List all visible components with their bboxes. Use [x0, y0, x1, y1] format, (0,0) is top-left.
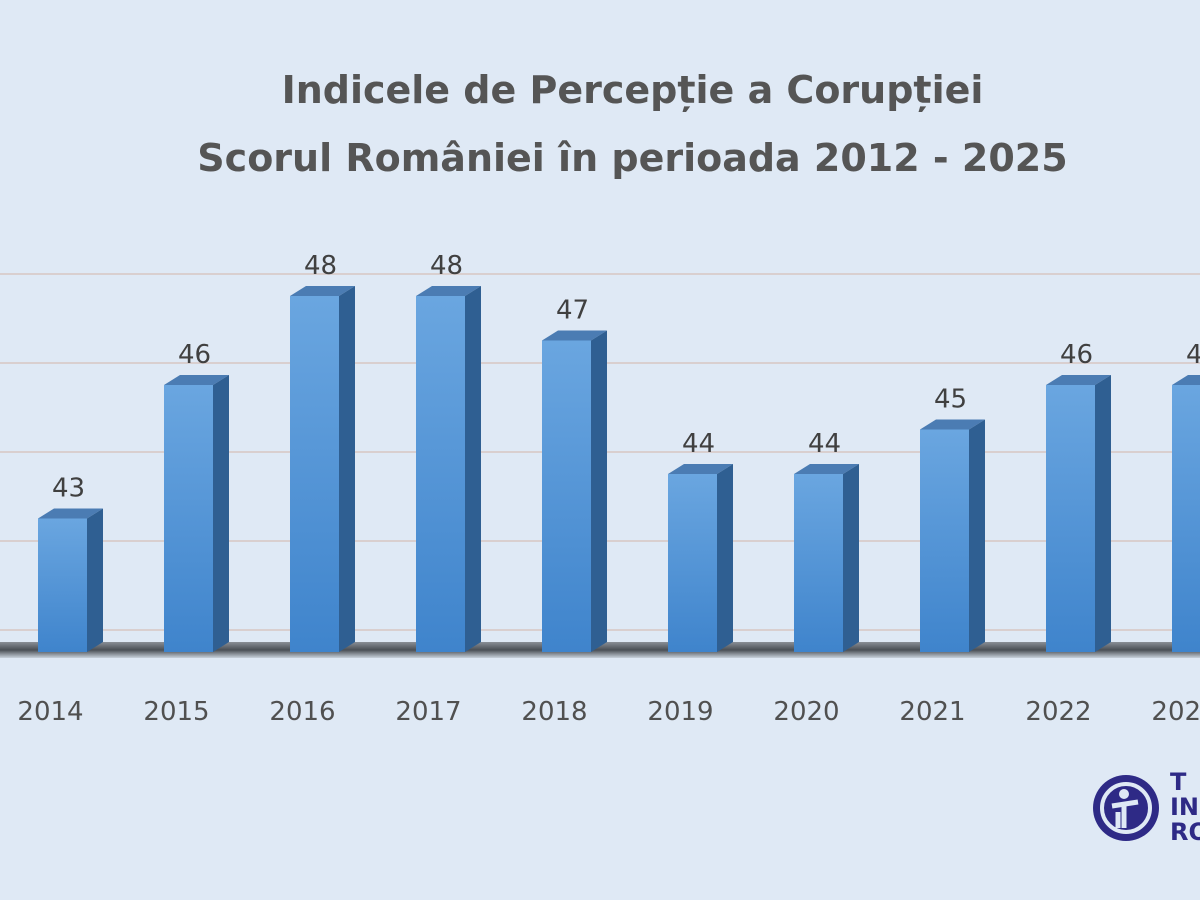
data-label: 46 [1186, 340, 1200, 370]
x-tick-label: 2016 [269, 697, 335, 727]
bar [542, 340, 591, 652]
x-tick-label: 2018 [521, 697, 587, 727]
bar-side [591, 330, 607, 652]
bar-top [668, 464, 733, 474]
logo-text-line: IN [1170, 793, 1200, 821]
globe-figure-icon [1093, 775, 1159, 841]
bar [290, 296, 339, 652]
bar-side [1095, 375, 1111, 652]
transparency-international-logo: T IN RO [1090, 770, 1200, 850]
data-label: 46 [1060, 340, 1093, 370]
bar [38, 518, 87, 652]
x-tick-label: 2017 [395, 697, 461, 727]
data-label: 48 [304, 251, 337, 281]
bar [164, 385, 213, 652]
bar-2014 [38, 508, 103, 652]
bar-2016 [290, 286, 355, 652]
bar-side [465, 286, 481, 652]
bar-top [1046, 375, 1111, 385]
chart-title: Indicele de Percepție a Corupției [281, 68, 984, 112]
bar-2018 [542, 330, 607, 652]
bar-top [416, 286, 481, 296]
data-label: 46 [178, 340, 211, 370]
x-tick-label: 2023 [1151, 697, 1200, 727]
x-tick-label: 2014 [17, 697, 83, 727]
chart-subtitle: Scorul României în perioada 2012 - 2025 [197, 136, 1068, 180]
data-label: 44 [808, 429, 841, 459]
data-label: 44 [682, 429, 715, 459]
bar-top [1172, 375, 1200, 385]
x-tick-label: 2021 [899, 697, 965, 727]
x-tick-label: 2015 [143, 697, 209, 727]
bar-side [843, 464, 859, 652]
bar-top [542, 330, 607, 341]
bar-2021 [920, 419, 985, 652]
bar [920, 429, 969, 652]
bar-top [794, 464, 859, 474]
bar-2017 [416, 286, 481, 652]
bar-2020 [794, 464, 859, 652]
bar [668, 474, 717, 652]
bar-2023 [1172, 375, 1200, 652]
data-label: 45 [934, 385, 967, 415]
bar [1172, 385, 1200, 652]
bar-side [87, 508, 103, 652]
bar-side [969, 419, 985, 652]
bar [1046, 385, 1095, 652]
bar-side [717, 464, 733, 652]
bar-top [290, 286, 355, 296]
x-tick-label: 2020 [773, 697, 839, 727]
bar-side [339, 286, 355, 652]
logo-text-line: RO [1170, 818, 1200, 846]
bar-top [164, 375, 229, 385]
bar [794, 474, 843, 652]
x-tick-label: 2019 [647, 697, 713, 727]
bar-top [920, 419, 985, 430]
bar-side [213, 375, 229, 652]
logo-text-line: T [1170, 768, 1187, 796]
data-label: 43 [52, 474, 85, 504]
bar-2019 [668, 464, 733, 652]
bar-2015 [164, 375, 229, 652]
bar-top [38, 508, 103, 519]
bar [416, 296, 465, 652]
data-label: 47 [556, 296, 589, 326]
bar-2022 [1046, 375, 1111, 652]
x-tick-label: 2022 [1025, 697, 1091, 727]
data-label: 48 [430, 251, 463, 281]
